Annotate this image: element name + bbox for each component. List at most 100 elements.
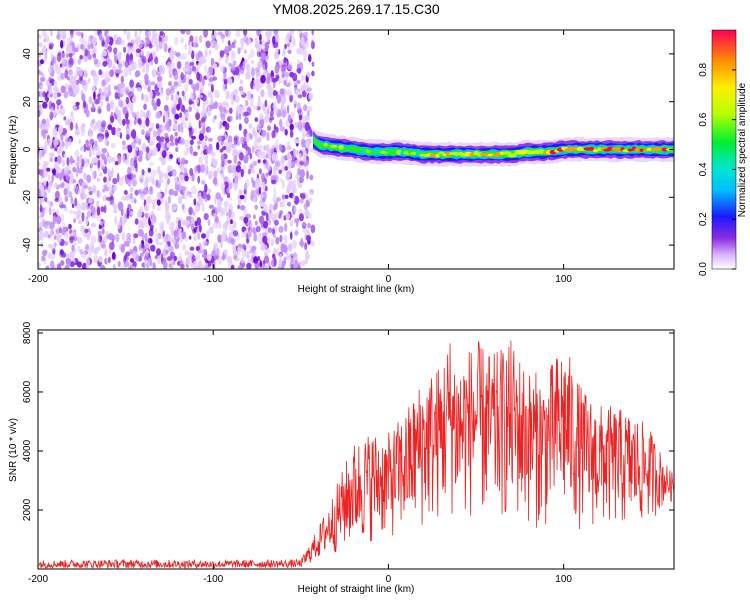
noise-speck [286, 256, 292, 261]
noise-speck [229, 115, 233, 122]
noise-speck [305, 130, 311, 138]
noise-speck [189, 92, 194, 100]
noise-speck [263, 116, 269, 124]
noise-speck [204, 196, 208, 203]
noise-speck [300, 238, 304, 248]
noise-speck [211, 103, 217, 110]
noise-speck [118, 99, 124, 108]
noise-speck [88, 148, 92, 158]
noise-speck [176, 184, 183, 192]
noise-speck [265, 61, 268, 71]
colorbar-label: Normalized spectral amplitude [737, 82, 748, 217]
noise-speck [228, 209, 232, 218]
noise-speck [299, 32, 305, 38]
noise-speck [154, 235, 159, 243]
noise-speck [284, 165, 289, 171]
noise-speck [258, 215, 265, 224]
noise-speck [61, 140, 65, 148]
noise-speck [271, 179, 277, 185]
noise-speck [272, 103, 277, 110]
noise-speck [195, 254, 201, 261]
noise-speck [250, 60, 255, 64]
noise-speck [186, 219, 190, 226]
x-tick-label: -200 [28, 274, 48, 285]
noise-speck [282, 47, 287, 56]
noise-speck [54, 61, 59, 69]
signal-hotspot [366, 149, 371, 154]
noise-speck [143, 85, 147, 90]
noise-speck [268, 261, 271, 268]
noise-speck [188, 193, 193, 198]
noise-speck [217, 234, 222, 244]
noise-speck [286, 104, 290, 114]
noise-speck [266, 83, 272, 90]
noise-speck [197, 62, 201, 70]
noise-speck [102, 60, 108, 67]
noise-speck [96, 206, 101, 216]
noise-speck [146, 110, 150, 119]
noise-speck [139, 252, 144, 257]
noise-speck [271, 78, 278, 83]
noise-speck [51, 174, 54, 183]
noise-speck [60, 260, 65, 266]
noise-speck [260, 74, 266, 84]
noise-speck [208, 137, 213, 142]
noise-speck [97, 230, 102, 237]
noise-speck [61, 159, 65, 168]
noise-speck [75, 84, 80, 94]
snr-panel: -200 -100 0 100 2000 4000 6000 8000 Height of … [8, 321, 675, 595]
noise-speck [248, 123, 253, 129]
noise-speck [186, 190, 189, 196]
noise-speck [54, 156, 58, 163]
noise-speck [150, 244, 156, 252]
noise-speck [85, 264, 91, 269]
noise-speck [284, 90, 288, 95]
noise-speck [151, 68, 157, 78]
signal-hotspot [318, 144, 326, 149]
noise-speck [175, 146, 179, 153]
noise-speck [44, 34, 49, 42]
noise-speck [208, 77, 214, 83]
noise-speck [42, 101, 48, 109]
noise-speck [123, 260, 129, 268]
noise-speck [105, 196, 112, 201]
noise-speck [253, 232, 258, 242]
noise-speck [268, 227, 272, 233]
noise-speck [169, 134, 174, 143]
noise-speck [204, 135, 208, 142]
noise-speck [304, 121, 310, 132]
noise-speck [54, 190, 60, 201]
noise-speck [56, 209, 59, 215]
noise-speck [142, 187, 149, 195]
noise-speck [266, 76, 271, 85]
noise-speck [283, 235, 287, 241]
noise-speck [112, 203, 118, 210]
noise-speck [202, 78, 205, 86]
noise-speck [228, 141, 232, 148]
noise-speck [156, 206, 162, 211]
noise-speck [108, 249, 111, 255]
noise-speck [252, 84, 258, 91]
noise-speck [250, 222, 254, 230]
noise-speck [267, 248, 271, 253]
noise-speck [58, 196, 63, 206]
noise-speck [193, 260, 197, 265]
noise-speck [108, 84, 111, 92]
noise-speck [127, 66, 131, 73]
noise-speck [58, 145, 63, 154]
noise-speck [83, 156, 88, 164]
noise-speck [122, 154, 126, 164]
noise-speck [127, 166, 132, 175]
noise-speck [67, 63, 72, 68]
noise-speck [213, 170, 218, 178]
noise-speck [60, 72, 65, 80]
noise-speck [246, 70, 251, 78]
noise-speck [226, 187, 232, 194]
noise-speck [180, 157, 186, 165]
noise-speck [188, 78, 193, 85]
noise-speck [110, 115, 115, 123]
noise-speck [179, 122, 184, 133]
noise-speck [135, 38, 138, 49]
noise-speck [286, 183, 292, 193]
noise-speck [139, 109, 144, 118]
